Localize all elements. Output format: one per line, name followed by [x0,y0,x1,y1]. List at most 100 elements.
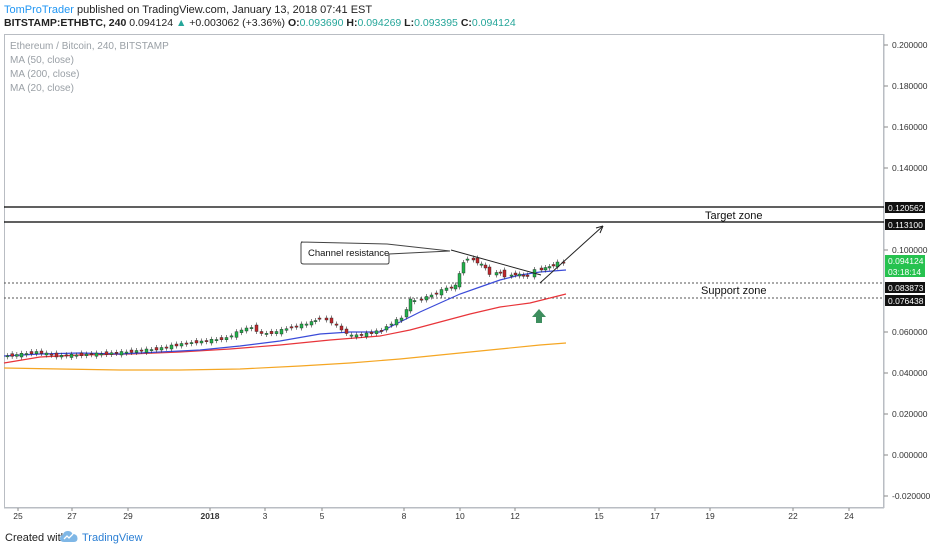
price-axis-labels: 0.120562 0.113100 0.094124 03:18:14 0.08… [885,202,925,306]
candle-down [139,349,144,352]
candle-down [79,352,84,356]
candle-up [394,319,399,326]
candle-up [309,321,314,326]
candle-up [453,284,458,290]
chart-pane[interactable] [4,34,884,508]
up-arrow-icon[interactable] [532,309,546,323]
label-box-top [885,202,925,213]
last-price-label: 0.094124 [888,256,924,266]
candlesticks[interactable] [5,255,566,361]
candle-down [89,353,94,355]
legend-ma20[interactable]: MA (20, close) [10,83,74,94]
candle-down [419,298,424,301]
candle-down [294,325,299,328]
close-label: C: [460,17,472,29]
candle-up [479,263,484,266]
candle-up [144,348,149,353]
candle-up [299,323,304,329]
candle-up [313,320,318,322]
price-label-support-bottom: 0.076438 [888,296,924,306]
candle-up [5,355,10,358]
time-tick-label: 24 [844,511,854,521]
time-axis[interactable]: 25 27 29 2018 3 5 8 10 12 15 17 19 22 24 [13,508,854,521]
candle-up [59,355,64,358]
candle-down [317,317,322,320]
tradingview-logo-icon[interactable] [60,530,78,544]
projection-arrow-line[interactable] [539,225,604,284]
candle-up [69,354,74,358]
candle-down [54,352,59,358]
low-value: 0.093395 [414,17,458,29]
candle-up [119,351,124,356]
chart-canvas[interactable]: 0.200000 0.180000 0.160000 0.140000 0.100000… [0,0,932,524]
candle-up [229,335,234,338]
candle-down [259,331,264,334]
high-value: 0.094269 [357,17,402,29]
candle-up [159,347,164,351]
price-tick-label: 0.200000 [892,40,928,50]
candle-up [509,274,514,277]
candle-up [465,258,470,261]
candle-up [34,351,39,354]
last-price: 0.094124 [129,17,174,29]
support-zone-label[interactable]: Support zone [701,285,766,297]
author-link[interactable]: TomProTrader [4,4,74,16]
time-tick-label: 2018 [201,511,220,521]
candle-down [329,317,334,324]
candle-down [498,271,503,274]
candle-up [457,273,462,288]
price-change: +0.003062 (+3.36%) [189,17,286,29]
candle-up [209,339,214,344]
time-tick-label: 19 [705,511,715,521]
time-tick-label: 17 [650,511,660,521]
candle-down [219,337,224,340]
candle-down [513,272,518,276]
price-label-target: 0.113100 [888,220,923,230]
candle-up [84,353,89,356]
target-zone-label[interactable]: Target zone [705,210,762,222]
candle-up [134,350,139,353]
candle-up [44,352,49,356]
candle-up [429,294,434,298]
price-axis[interactable]: 0.200000 0.180000 0.160000 0.140000 0.100000… [884,40,931,501]
label-box-support-top [885,282,925,293]
price-label-support-top: 0.083873 [888,283,924,293]
candle-down [334,323,339,326]
channel-resistance-label: Channel resistance [308,248,389,259]
channel-resistance-line[interactable] [450,249,542,276]
candle-up [274,331,279,334]
candle-down [487,266,492,275]
price-tick-label: 0.160000 [892,122,928,132]
candle-down [379,330,384,332]
ma200-line[interactable] [3,342,567,371]
candle-up [444,287,449,291]
candle-up [264,333,269,335]
candle-up [239,329,244,333]
candle-up [517,273,522,277]
candle-up [424,296,429,301]
candle-down [29,351,34,354]
tradingview-brand[interactable]: TradingView [82,532,143,544]
publish-info: TomProTrader published on TradingView.co… [4,4,372,16]
change-up-icon: ▲ [175,17,187,29]
candle-up [224,337,229,340]
price-tick-label: 0.100000 [892,245,928,255]
candle-up [384,326,389,331]
channel-resistance-callout[interactable] [300,241,451,265]
candle-up [189,342,194,344]
candle-up [169,344,174,350]
legend-title: Ethereum / Bitcoin, 240, BITSTAMP [10,41,169,52]
last-price-box [885,255,925,277]
legend-ma200[interactable]: MA (200, close) [10,69,80,80]
candle-up [179,343,184,347]
candle-down [525,274,530,277]
publish-text: published on TradingView.com, January 13… [76,4,373,16]
time-tick-label: 27 [67,511,77,521]
candle-up [124,351,129,354]
chart-legend: Ethereum / Bitcoin, 240, BITSTAMP MA (50… [10,40,169,96]
candle-up [408,298,413,312]
legend-ma50[interactable]: MA (50, close) [10,55,74,66]
candle-up [364,332,369,337]
candle-up [547,266,552,269]
close-value: 0.094124 [471,17,516,29]
